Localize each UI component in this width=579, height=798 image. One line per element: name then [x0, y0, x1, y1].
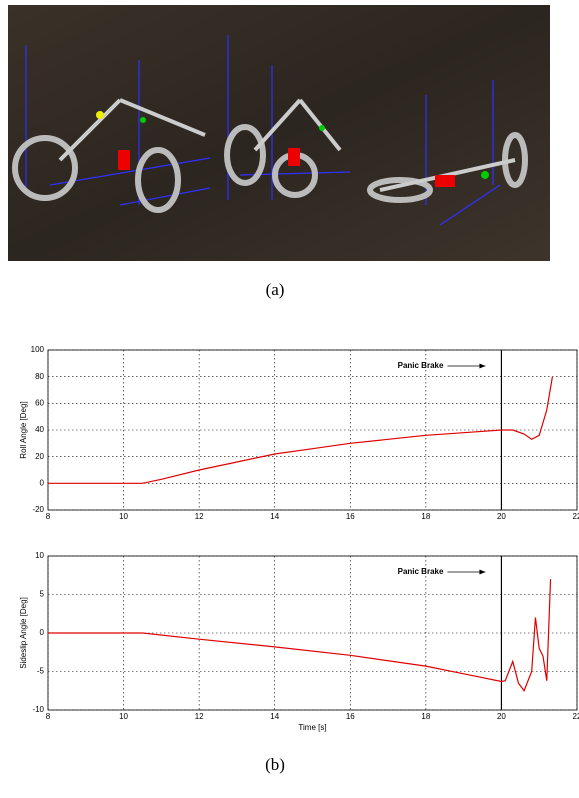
y-tick-label: 60 [35, 398, 44, 407]
x-tick-label: 20 [497, 512, 506, 521]
y-tick-label: 20 [35, 452, 44, 461]
annotation-arrowhead [479, 364, 485, 369]
y-tick-label: 0 [40, 628, 45, 637]
x-tick-label: 16 [346, 512, 355, 521]
x-tick-label: 22 [573, 712, 579, 721]
simulation-image [8, 5, 550, 261]
y-tick-label: -10 [32, 705, 44, 714]
page: {"captions": ["(a)", "(b)"], "chart_data… [0, 0, 579, 798]
annotation: Panic Brake [398, 567, 444, 576]
x-tick-label: 14 [270, 512, 279, 521]
y-axis-label: Roll Angle [Deg] [19, 401, 28, 458]
caption: (a) [266, 280, 285, 299]
y-tick-label: -5 [37, 667, 45, 676]
x-tick-label: 10 [119, 512, 128, 521]
figure: (a) (b) -20020406080100810121416182022Ro… [0, 0, 579, 798]
x-tick-label: 12 [195, 512, 204, 521]
x-tick-label: 18 [421, 512, 430, 521]
y-tick-label: -20 [32, 505, 44, 514]
x-tick-label: 8 [46, 712, 51, 721]
x-tick-label: 18 [421, 712, 430, 721]
annotation: Panic Brake [398, 361, 444, 370]
data-line [48, 579, 551, 691]
annotation-arrowhead [479, 570, 485, 575]
y-tick-label: 10 [35, 551, 44, 560]
y-tick-label: 80 [35, 372, 44, 381]
x-axis-label: Time [s] [298, 723, 326, 732]
x-tick-label: 16 [346, 712, 355, 721]
y-tick-label: 40 [35, 425, 44, 434]
x-tick-label: 14 [270, 712, 279, 721]
x-tick-label: 8 [46, 512, 51, 521]
caption: (b) [265, 755, 285, 774]
y-tick-label: 0 [40, 478, 45, 487]
x-tick-label: 20 [497, 712, 506, 721]
x-tick-label: 12 [195, 712, 204, 721]
y-axis-label: Sideslip Angle [Deg] [19, 597, 28, 669]
x-tick-label: 10 [119, 712, 128, 721]
y-tick-label: 5 [40, 590, 45, 599]
x-tick-label: 22 [573, 512, 579, 521]
y-tick-label: 100 [31, 345, 45, 354]
